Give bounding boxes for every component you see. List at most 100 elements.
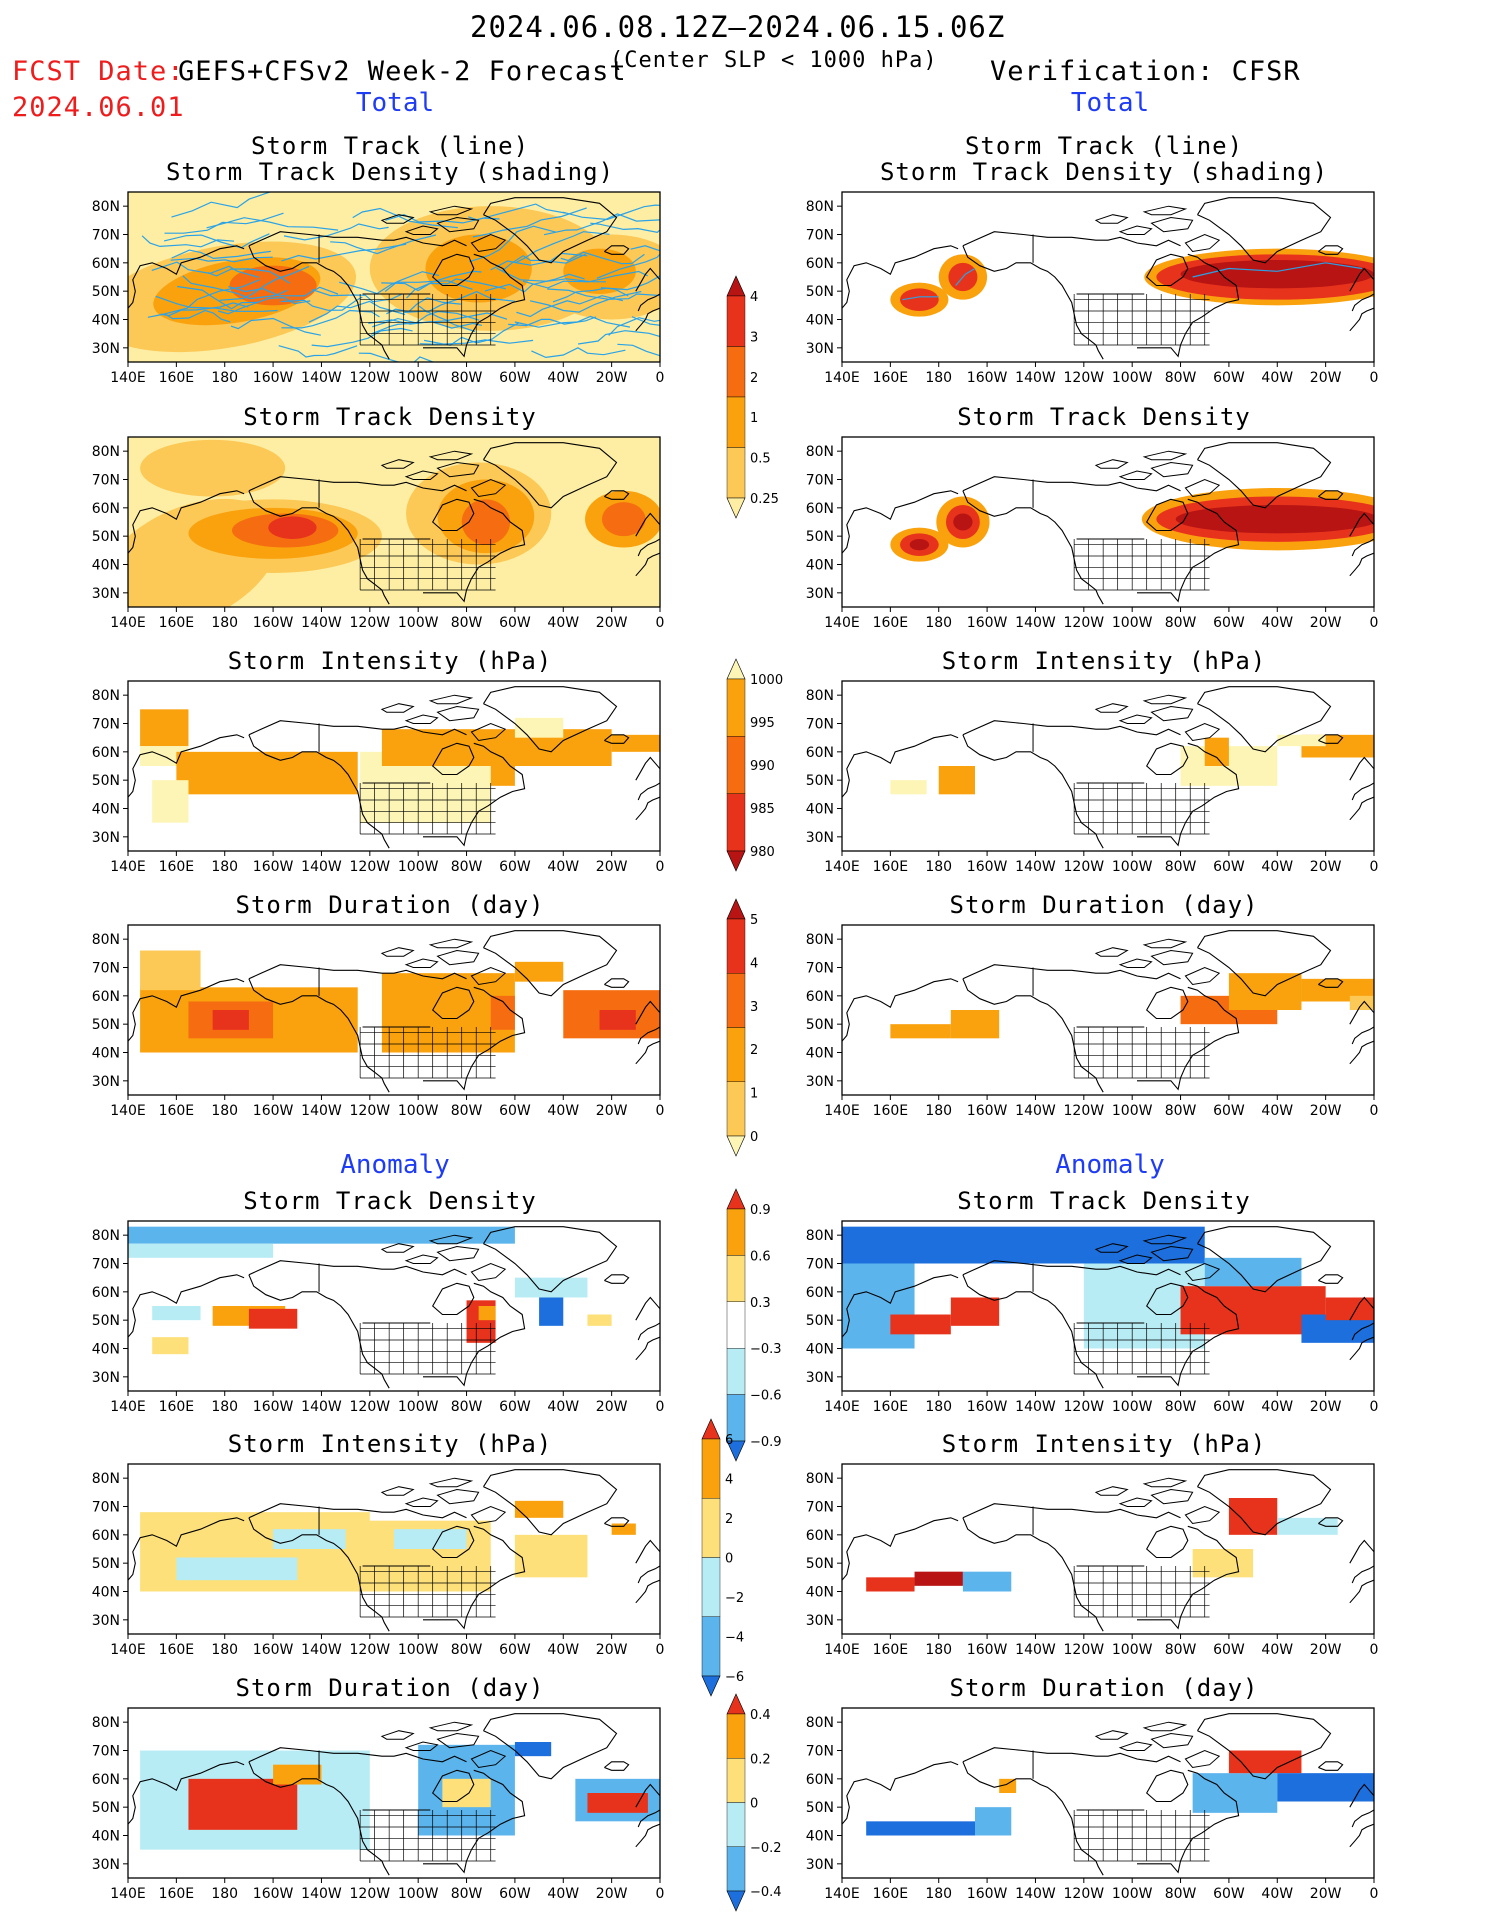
coastline bbox=[637, 1322, 660, 1341]
lon-label: 120W bbox=[350, 1399, 391, 1415]
coastline bbox=[637, 1565, 660, 1584]
coastline bbox=[635, 1040, 660, 1065]
coastline bbox=[635, 1336, 660, 1361]
lat-label: 30N bbox=[92, 1074, 120, 1090]
storm-track-line bbox=[902, 296, 939, 301]
lon-label: 120W bbox=[350, 1642, 391, 1658]
lon-label: 100W bbox=[1112, 615, 1153, 631]
storm-track-line bbox=[955, 267, 976, 286]
shading-cell bbox=[539, 1297, 564, 1326]
coastline bbox=[1349, 1539, 1374, 1564]
lon-label: 60W bbox=[499, 1642, 531, 1658]
island-outline bbox=[1184, 478, 1221, 498]
coastline bbox=[635, 1783, 660, 1808]
lon-label: 0 bbox=[1370, 1886, 1379, 1902]
lon-label: 60W bbox=[1213, 1103, 1245, 1119]
panel-title: Storm Intensity (hPa) bbox=[941, 1430, 1267, 1458]
shading-cell bbox=[599, 1010, 636, 1030]
lat-label: 40N bbox=[806, 1046, 834, 1062]
island-outline bbox=[1142, 1721, 1188, 1732]
colorbar-intensity-total: 1000 995 990 985 980 bbox=[726, 658, 783, 872]
lon-label: 140E bbox=[824, 1886, 860, 1902]
shading-blob bbox=[909, 539, 930, 551]
lon-label: 40W bbox=[547, 1642, 579, 1658]
colorbar-label: 1 bbox=[750, 1087, 758, 1102]
island-outline bbox=[1184, 1505, 1221, 1525]
island-outline bbox=[428, 450, 474, 461]
lat-label: 80N bbox=[92, 688, 120, 704]
island-outline bbox=[1184, 1262, 1221, 1282]
lon-label: 120W bbox=[350, 1886, 391, 1902]
coastline bbox=[635, 552, 660, 577]
island-outline bbox=[1150, 461, 1194, 478]
coastline bbox=[1318, 734, 1344, 744]
colorbar-arrow-top bbox=[726, 1188, 746, 1210]
coastline bbox=[962, 231, 1181, 247]
coastline bbox=[1137, 498, 1240, 603]
island-outline bbox=[436, 1488, 480, 1505]
coastline bbox=[432, 1769, 475, 1803]
lon-label: 40W bbox=[547, 859, 579, 875]
coastline bbox=[483, 1469, 618, 1536]
map-density-forecast: 80N 70N 60N 50N 40N 30N 140E 160E 180 160W 140W 120… bbox=[92, 436, 664, 631]
lon-label: 100W bbox=[1112, 859, 1153, 875]
island-outline bbox=[1184, 233, 1221, 253]
lon-label: 100W bbox=[398, 1103, 439, 1119]
map-intensity-forecast: 80N 70N 60N 50N 40N 30N 140E 160E 180 160W 140W 120… bbox=[92, 680, 664, 875]
lat-label: 30N bbox=[92, 830, 120, 846]
panel-title: Storm Duration (day) bbox=[235, 1674, 545, 1702]
coastline bbox=[248, 476, 467, 492]
island-outline bbox=[428, 1477, 474, 1488]
coastline bbox=[1146, 1769, 1189, 1803]
storm-track-line bbox=[281, 243, 407, 262]
lat-label: 80N bbox=[92, 444, 120, 460]
lon-label: 160W bbox=[253, 859, 294, 875]
lon-label: 160W bbox=[253, 615, 294, 631]
colorbar-arrow-bottom bbox=[701, 1675, 721, 1697]
colorbar-segment bbox=[701, 1557, 721, 1617]
shading-cell bbox=[176, 751, 358, 795]
panel-title: Storm Intensity (hPa) bbox=[941, 647, 1267, 675]
lon-label: 0 bbox=[656, 1642, 665, 1658]
lat-label: 30N bbox=[92, 1857, 120, 1873]
coastline bbox=[1197, 1713, 1332, 1780]
map-intensity-anomaly-verification: 80N 70N 60N 50N 40N 30N 140E 160E 180 160W 140W 120… bbox=[806, 1463, 1378, 1658]
lon-label: 140W bbox=[1015, 370, 1056, 386]
island-outline bbox=[1150, 705, 1194, 722]
coastline bbox=[962, 476, 1181, 492]
lon-label: 80W bbox=[1165, 1399, 1197, 1415]
lon-label: 180 bbox=[925, 1642, 952, 1658]
colorbar-segment bbox=[726, 1255, 746, 1303]
shading-cell bbox=[273, 1529, 346, 1549]
lat-label: 40N bbox=[806, 1342, 834, 1358]
map-duration-anomaly-forecast: 80N 70N 60N 50N 40N 30N 140E 160E 180 160W 140W 120… bbox=[92, 1707, 664, 1902]
lon-label: 180 bbox=[925, 615, 952, 631]
colorbar-label: 0.3 bbox=[750, 1296, 771, 1311]
shading-cell bbox=[140, 709, 189, 747]
colorbar-label: −0.3 bbox=[750, 1342, 782, 1357]
coastline bbox=[1349, 756, 1374, 781]
section-total-left: Total bbox=[355, 88, 435, 118]
panel-title: Storm Track Density bbox=[957, 1187, 1251, 1215]
lon-label: 0 bbox=[1370, 370, 1379, 386]
coastline bbox=[248, 1761, 390, 1876]
colorbar-label: 990 bbox=[750, 759, 775, 774]
island-outline bbox=[436, 216, 480, 233]
island-outline bbox=[1142, 1477, 1188, 1488]
coastline bbox=[1137, 253, 1240, 358]
colorbar-arrow-top bbox=[726, 658, 746, 680]
lon-label: 40W bbox=[1261, 370, 1293, 386]
coastline bbox=[962, 978, 1104, 1093]
lon-label: 60W bbox=[499, 859, 531, 875]
shaded-field bbox=[128, 1469, 660, 1632]
coastline bbox=[483, 1713, 618, 1780]
lon-label: 140W bbox=[301, 1399, 342, 1415]
lon-label: 160W bbox=[967, 1886, 1008, 1902]
coastline bbox=[483, 930, 618, 997]
island-outline bbox=[1118, 1741, 1153, 1751]
colorbar-label: 985 bbox=[750, 802, 775, 817]
lon-label: 160W bbox=[253, 1886, 294, 1902]
storm-track-line bbox=[515, 231, 610, 264]
lon-label: 160E bbox=[159, 615, 195, 631]
colorbar-label: −0.6 bbox=[750, 1389, 782, 1404]
